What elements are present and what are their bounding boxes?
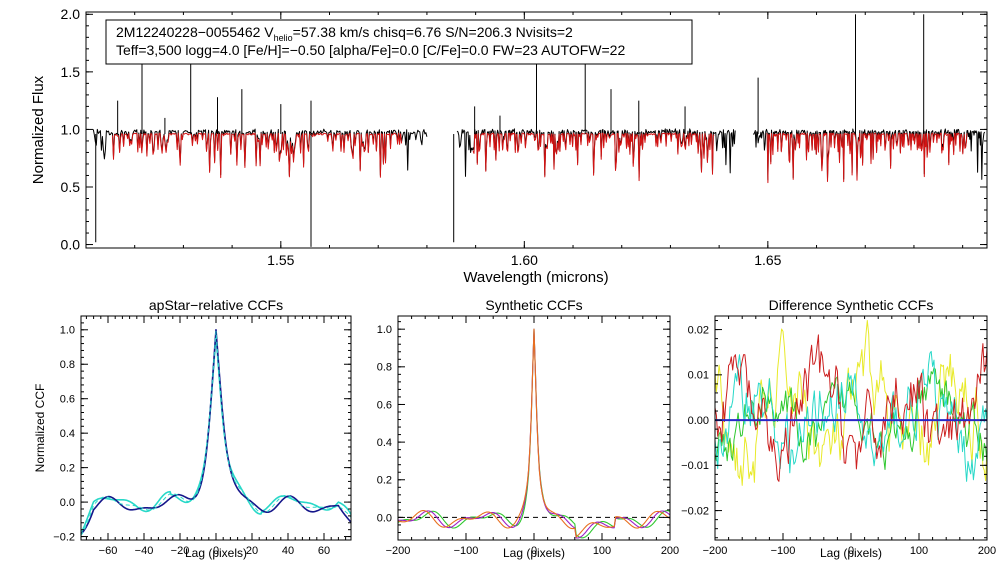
apstar-xtick-label-1: −40 — [135, 545, 154, 557]
apstar-series-visit-2 — [80, 329, 352, 535]
synthetic-xlabel: Lag (pixels) — [503, 546, 565, 560]
synthetic-ccf-panel: Synthetic CCFs −200 −100 0 100 200 0.0 0.2 0.4 0… — [377, 297, 679, 560]
spectrum-ytick-label-3: 1.5 — [61, 64, 81, 80]
difference-xtick-label-1: −100 — [771, 545, 796, 557]
difference-xtick-label-0: −200 — [703, 545, 728, 557]
apstar-xtick-label-6: 60 — [318, 545, 330, 557]
spectrum-ylabel: Normalized Flux — [30, 75, 47, 184]
synthetic-ytick-label-2: 0.4 — [377, 437, 392, 449]
apstar-ytick-label-5: 0.8 — [60, 359, 75, 371]
apstar-axes-frame — [80, 315, 352, 541]
synthetic-series-1 — [397, 328, 671, 539]
difference-ticks: −200 −100 0 100 200 −0.02 −0.01 0.00 0.01 0.02 — [681, 316, 996, 557]
apstar-ytick-label-0: −0.2 — [53, 531, 75, 543]
synthetic-axes-frame — [397, 315, 671, 541]
apstar-xtick-label-4: 20 — [246, 545, 258, 557]
synthetic-xtick-label-0: −200 — [386, 545, 411, 557]
annotation-line-1: 2M12240228−0055462 Vhelio=57.38 km/s chi… — [116, 24, 573, 43]
difference-ytick-label-0: −0.02 — [681, 505, 709, 517]
difference-lines — [714, 320, 988, 486]
apstar-xtick-label-0: −60 — [99, 545, 118, 557]
difference-xtick-label-3: 100 — [910, 545, 928, 557]
spectrum-xtick-label-2: 1.65 — [754, 252, 781, 268]
apstar-ytick-label-3: 0.4 — [60, 428, 75, 440]
synthetic-lines — [397, 328, 671, 539]
spectrum-xtick-label-0: 1.55 — [267, 252, 294, 268]
apstar-xtick-label-2: −20 — [171, 545, 190, 557]
apstar-title: apStar−relative CCFs — [149, 297, 283, 313]
difference-xtick-label-4: 200 — [978, 545, 996, 557]
annotation-line-2: Teff=3,500 logg=4.0 [Fe/H]=−0.50 [alpha/… — [116, 42, 625, 58]
spectrum-xlabel: Wavelength (microns) — [463, 269, 608, 286]
synthetic-xtick-label-3: 100 — [593, 545, 611, 557]
difference-ytick-label-2: 0.00 — [688, 415, 709, 427]
spectrum-xtick-label-1: 1.60 — [511, 252, 538, 268]
apstar-ylabel: Normalized CCF — [33, 384, 47, 473]
synthetic-ytick-label-3: 0.6 — [377, 399, 392, 411]
apstar-ticks: −60 −40 −20 0 20 40 60 −0.2 0.0 0.2 0.4 0.6 0.8 1.0 — [53, 316, 351, 557]
difference-xtick-label-2: 0 — [848, 545, 854, 557]
apstar-series-combined — [80, 330, 352, 536]
apstar-ytick-label-6: 1.0 — [60, 325, 75, 337]
spectrum-ticks: 1.55 1.60 1.65 0.0 0.5 1.0 1.5 2.0 — [61, 6, 987, 268]
model-spectrum-chip-2 — [766, 132, 968, 184]
synthetic-ytick-label-4: 0.8 — [377, 362, 392, 374]
spectrum-axes-frame — [85, 11, 988, 249]
synthetic-series-2 — [397, 328, 671, 538]
synthetic-series-0 — [397, 328, 671, 539]
synthetic-xtick-label-4: 200 — [661, 545, 679, 557]
difference-xlabel: Lag (pixels) — [820, 546, 882, 560]
spectrum-ytick-label-4: 2.0 — [61, 6, 81, 22]
difference-title: Difference Synthetic CCFs — [769, 297, 934, 313]
model-spectrum-chip-0 — [112, 132, 403, 179]
synthetic-ytick-label-1: 0.2 — [377, 475, 392, 487]
apstar-ccf-panel: apStar−relative CCFs −60 −40 −20 0 20 40 60 −0.… — [33, 297, 352, 560]
apstar-ytick-label-2: 0.2 — [60, 462, 75, 474]
apstar-xtick-label-3: 0 — [213, 545, 219, 557]
spectrum-lines — [92, 14, 986, 247]
difference-series-2 — [714, 350, 988, 482]
model-spectrum-chip-1 — [472, 132, 715, 182]
synthetic-ticks: −200 −100 0 100 200 0.0 0.2 0.4 0.6 0.8 1.0 — [377, 316, 679, 557]
apstar-lines — [80, 329, 352, 536]
apstar-ytick-label-4: 0.6 — [60, 394, 75, 406]
spectrum-ytick-label-2: 1.0 — [61, 121, 81, 137]
synthetic-ytick-label-0: 0.0 — [377, 512, 392, 524]
synthetic-ytick-label-5: 1.0 — [377, 324, 392, 336]
difference-ytick-label-3: 0.01 — [688, 370, 709, 382]
synthetic-xtick-label-2: 0 — [531, 545, 537, 557]
difference-series-3 — [714, 334, 988, 482]
spectrum-ytick-label-1: 0.5 — [61, 179, 81, 195]
spectrum-panel: 1.55 1.60 1.65 0.0 0.5 1.0 1.5 2.0 2M12240228−0… — [30, 6, 988, 286]
spectrum-ytick-label-0: 0.0 — [61, 236, 81, 252]
synthetic-xtick-label-1: −100 — [454, 545, 479, 557]
difference-ccf-panel: Difference Synthetic CCFs −200 −100 0 100 20… — [681, 297, 996, 560]
difference-ytick-label-4: 0.02 — [688, 324, 709, 336]
difference-ytick-label-1: −0.01 — [681, 460, 709, 472]
apstar-xtick-label-5: 40 — [282, 545, 294, 557]
apstar-ytick-label-1: 0.0 — [60, 497, 75, 509]
apstar-xlabel: Lag (pixels) — [185, 546, 247, 560]
difference-series-1 — [714, 367, 988, 470]
synthetic-title: Synthetic CCFs — [485, 297, 582, 313]
annotation-box — [105, 19, 693, 65]
